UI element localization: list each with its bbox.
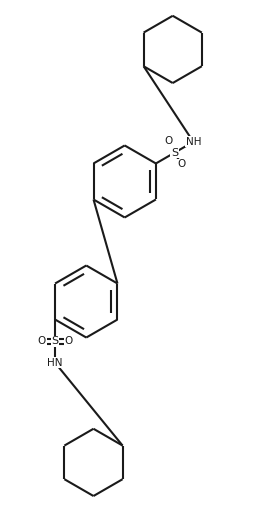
Text: O: O bbox=[64, 336, 73, 346]
Text: HN: HN bbox=[47, 358, 63, 368]
Text: S: S bbox=[171, 148, 178, 158]
Text: NH: NH bbox=[185, 137, 201, 147]
Text: O: O bbox=[164, 136, 172, 146]
Text: O: O bbox=[177, 159, 185, 169]
Text: O: O bbox=[38, 336, 46, 346]
Text: S: S bbox=[52, 336, 59, 346]
